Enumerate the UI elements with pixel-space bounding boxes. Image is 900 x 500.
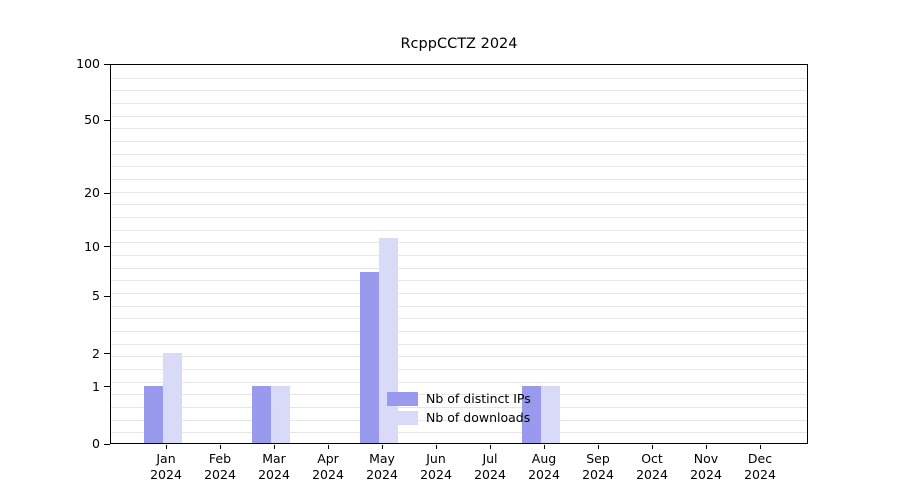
x-tick-label: Feb 2024 [204,451,236,482]
x-tick-mark [760,445,761,449]
plot-area: Nb of distinct IPs Nb of downloads [110,64,808,444]
y-tick-label: 20 [84,185,100,201]
legend-label-downloads: Nb of downloads [426,410,531,425]
grid-layer [111,65,807,443]
x-tick-mark [436,445,437,449]
bar-distinct-ips-may [360,271,379,443]
gridline [111,115,807,117]
bars-layer [111,65,807,443]
x-tick-label: Aug 2024 [528,451,560,482]
gridline [111,153,807,155]
y-tick-mark [104,443,110,445]
bar-downloads-jan [163,352,182,443]
gridline [111,103,807,104]
gridline [111,77,807,79]
x-tick-mark [274,445,275,449]
legend-label-distinct-ips: Nb of distinct IPs [426,391,531,406]
bar-distinct-ips-aug [522,385,541,443]
gridline [111,356,807,358]
y-tick-label: 50 [84,112,100,128]
legend-item-distinct-ips: Nb of distinct IPs [387,391,531,406]
gridline [111,217,807,218]
y-tick-label: 100 [76,56,100,71]
x-tick-label: Mar 2024 [258,451,290,482]
y-tick-mark [104,386,110,388]
legend: Nb of distinct IPs Nb of downloads [387,391,531,425]
gridline [111,280,807,282]
gridline [111,191,807,193]
x-tick-mark [652,445,653,449]
gridline [111,407,807,408]
gridline [111,229,807,231]
y-tick-mark [104,119,110,121]
x-tick-mark [706,445,707,449]
gridline [111,166,807,168]
gridline [111,343,807,345]
x-tick-label: Sep 2024 [582,451,614,482]
gridline [111,128,807,130]
legend-swatch-downloads [387,410,418,425]
gridline [111,419,807,421]
gridline [111,305,807,307]
x-tick-label: Jun 2024 [420,451,452,482]
x-tick-mark [598,445,599,449]
gridline [111,331,807,332]
y-tick-mark [104,63,110,65]
y-tick-mark [104,192,110,194]
gridline [111,255,807,256]
gridline [111,179,807,180]
gridline [111,267,807,269]
gridline [111,242,807,244]
x-tick-label: Nov 2024 [690,451,722,482]
x-tick-label: Apr 2024 [312,451,344,482]
x-tick-mark [544,445,545,449]
y-tick-label: 5 [92,288,100,304]
legend-swatch-distinct-ips [387,391,418,406]
y-tick-label: 2 [92,345,100,361]
y-tick-mark [104,295,110,297]
gridline [111,141,807,142]
x-tick-label: Oct 2024 [636,451,668,482]
gridline [111,394,807,396]
bar-distinct-ips-mar [252,385,271,443]
x-tick-label: Jul 2024 [474,451,506,482]
y-tick-mark [104,246,110,248]
gridline [111,369,807,370]
x-tick-label: Jan 2024 [150,451,182,482]
gridline [111,432,807,434]
y-tick-label: 1 [92,378,100,394]
y-tick-mark [104,353,110,355]
gridline [111,90,807,92]
legend-item-downloads: Nb of downloads [387,410,531,425]
gridline [111,204,807,206]
x-tick-mark [220,445,221,449]
gridline [111,318,807,320]
bar-downloads-aug [541,385,560,443]
bar-distinct-ips-jan [144,385,163,443]
bar-downloads-mar [271,385,290,443]
x-tick-label: Dec 2024 [744,451,776,482]
y-tick-label: 0 [92,436,100,451]
x-tick-mark [166,445,167,449]
y-tick-label: 10 [84,238,100,254]
gridline [111,381,807,383]
gridline [111,293,807,294]
x-tick-mark [328,445,329,449]
chart-title: RcppCCTZ 2024 [400,36,518,52]
x-tick-mark [490,445,491,449]
x-tick-mark [382,445,383,449]
x-tick-label: May 2024 [366,451,398,482]
